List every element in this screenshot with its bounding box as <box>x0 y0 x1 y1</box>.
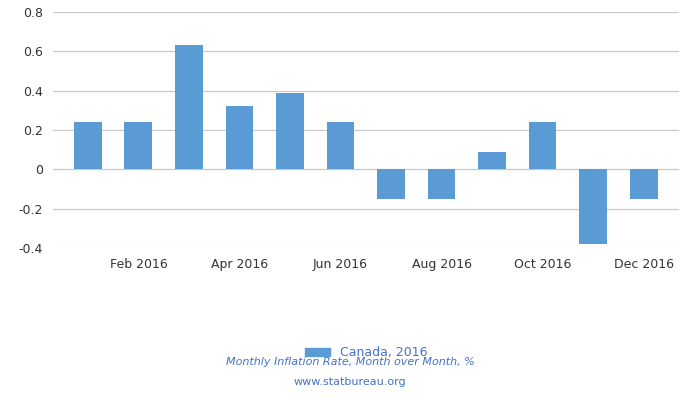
Bar <box>630 169 657 199</box>
Bar <box>579 169 607 244</box>
Text: www.statbureau.org: www.statbureau.org <box>294 377 406 387</box>
Text: Monthly Inflation Rate, Month over Month, %: Monthly Inflation Rate, Month over Month… <box>225 357 475 367</box>
Bar <box>528 122 556 169</box>
Bar <box>125 122 153 169</box>
Bar <box>276 93 304 169</box>
Bar <box>175 46 203 169</box>
Bar <box>74 122 102 169</box>
Bar <box>478 152 506 169</box>
Bar <box>428 169 456 199</box>
Legend: Canada, 2016: Canada, 2016 <box>300 342 432 364</box>
Bar <box>225 106 253 169</box>
Bar <box>377 169 405 199</box>
Bar <box>327 122 354 169</box>
